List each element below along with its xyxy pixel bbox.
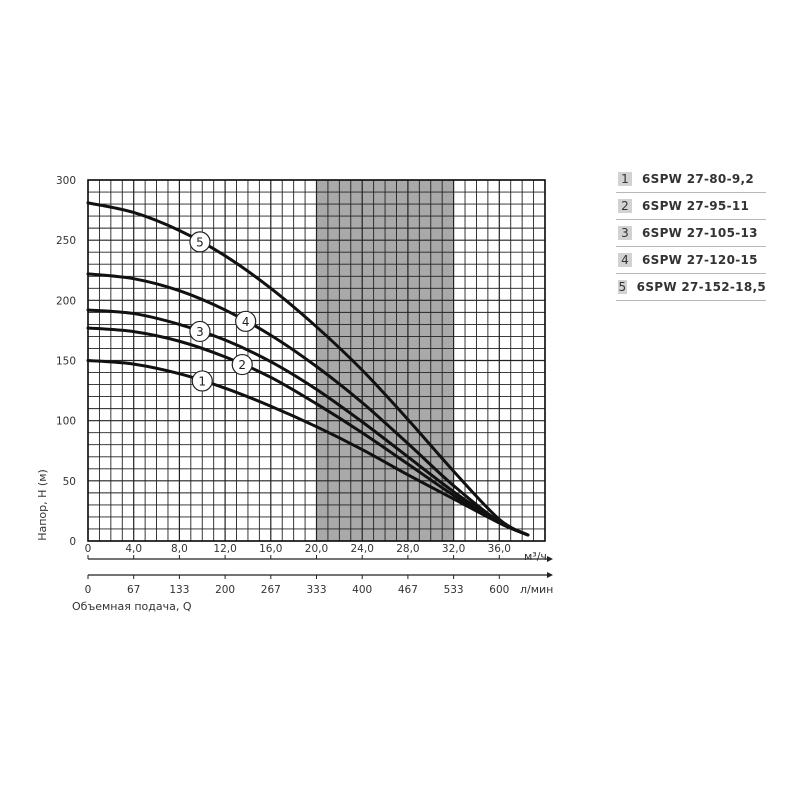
x-unit-bottom: л/мин: [520, 583, 553, 596]
legend-label: 6SPW 27-95-11: [642, 199, 750, 213]
x-tick-label-bottom: 267: [261, 584, 281, 596]
curve-marker-label: 3: [196, 325, 204, 339]
x-unit-top: м³/ч: [524, 550, 547, 563]
curve-marker-label: 2: [238, 358, 246, 372]
x-axis-bottom-arrow: [547, 572, 553, 578]
legend-label: 6SPW 27-120-15: [642, 253, 758, 267]
curve-3: [86, 308, 530, 537]
x-tick-label-top: 4,0: [125, 543, 142, 555]
x-tick-label-top: 32,0: [442, 543, 465, 555]
x-tick-label-top: 24,0: [351, 543, 374, 555]
curve-1: [86, 359, 530, 537]
y-axis-label: Напор, H (м): [36, 469, 49, 541]
legend-label: 6SPW 27-152-18,5: [636, 280, 766, 294]
x-tick-label-top: 12,0: [213, 543, 236, 555]
legend-item-4: 4 6SPW 27-120-15: [616, 247, 766, 274]
x-tick-label-top: 20,0: [305, 543, 328, 555]
x-tick-label-top: 8,0: [171, 543, 188, 555]
legend-item-2: 2 6SPW 27-95-11: [616, 193, 766, 220]
y-tick-label: 250: [56, 235, 76, 247]
legend-number: 3: [618, 226, 632, 240]
x-tick-label-top: 16,0: [259, 543, 282, 555]
curve-marker-label: 4: [242, 315, 250, 329]
legend-number: 1: [618, 172, 632, 186]
legend-item-1: 1 6SPW 27-80-9,2: [616, 166, 766, 193]
y-tick-label: 150: [56, 356, 76, 368]
curve-2: [86, 326, 530, 537]
legend-number: 4: [618, 253, 632, 267]
legend: 1 6SPW 27-80-9,2 2 6SPW 27-95-11 3 6SPW …: [616, 166, 766, 301]
y-tick-label: 0: [69, 536, 76, 548]
legend-item-3: 3 6SPW 27-105-13: [616, 220, 766, 247]
x-tick-label-bottom: 533: [444, 584, 464, 596]
x-tick-label-top: 28,0: [396, 543, 419, 555]
x-tick-label-bottom: 0: [85, 584, 92, 596]
legend-item-5: 5 6SPW 27-152-18,5: [616, 274, 766, 301]
curve-marker-3: [189, 320, 211, 343]
curve-marker-5: [189, 231, 211, 253]
curve-marker-2: [231, 353, 253, 376]
curve-marker-1: [191, 370, 213, 392]
curve-4: [86, 272, 530, 537]
x-tick-label-bottom: 200: [215, 584, 235, 596]
x-tick-label-top: 36,0: [488, 543, 511, 555]
x-tick-label-top: 0: [85, 543, 92, 555]
x-tick-label-bottom: 467: [398, 584, 418, 596]
y-tick-label: 300: [56, 175, 76, 187]
legend-number: 2: [618, 199, 632, 213]
legend-label: 6SPW 27-80-9,2: [642, 172, 755, 186]
x-tick-label-bottom: 133: [169, 584, 189, 596]
x-tick-label-bottom: 600: [489, 584, 509, 596]
pump-curve-chart: 1 2 3 4 5 0 50 100 150 200 250 300 0 4,0 8,0 12,0 16,0 2…: [36, 175, 553, 613]
x-tick-label-bottom: 67: [127, 584, 140, 596]
x-axis-label: Объемная подача, Q: [72, 600, 192, 613]
curve-5: [86, 201, 530, 537]
y-tick-label: 100: [56, 416, 76, 428]
y-tick-label: 200: [56, 295, 76, 307]
legend-number: 5: [618, 280, 627, 294]
x-tick-label-bottom: 400: [352, 584, 372, 596]
y-tick-label: 50: [63, 476, 76, 488]
curve-marker-label: 5: [196, 235, 204, 249]
legend-label: 6SPW 27-105-13: [642, 226, 758, 240]
x-axis-top-arrow: [547, 556, 553, 562]
curve-marker-label: 1: [198, 374, 206, 388]
curve-marker-4: [235, 310, 257, 332]
x-tick-label-bottom: 333: [306, 584, 326, 596]
